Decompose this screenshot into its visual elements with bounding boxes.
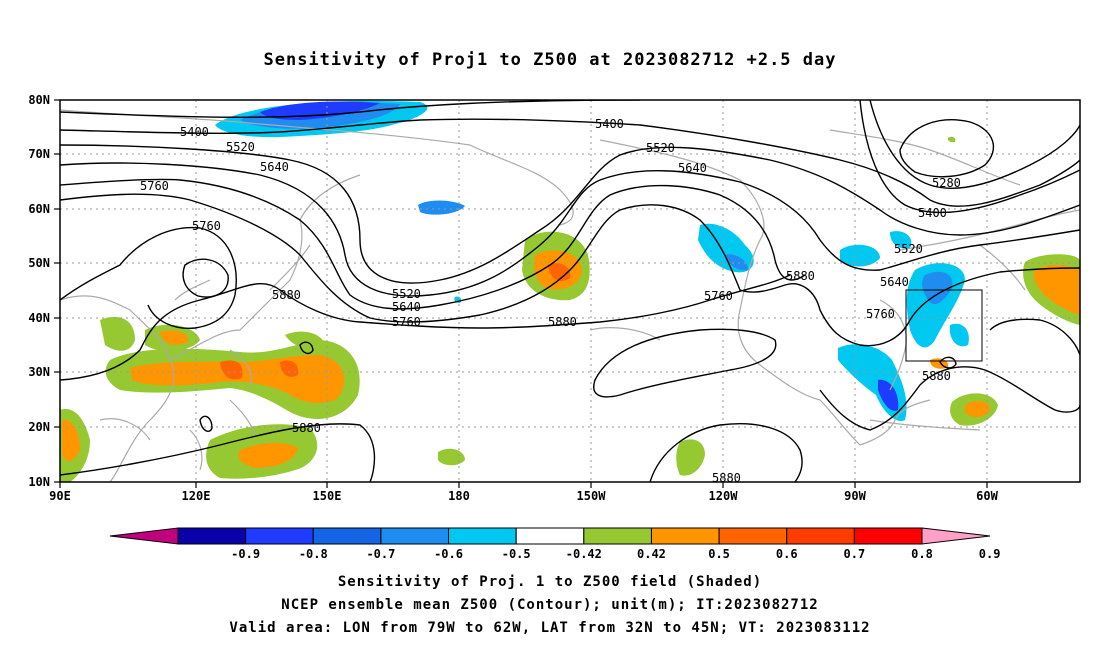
- lat-label: 70N: [28, 147, 50, 161]
- lon-label: 90W: [844, 489, 866, 503]
- plot-frame: [59, 99, 1081, 483]
- contour-label: 5640: [392, 300, 421, 314]
- contour-label: 5400: [918, 206, 947, 220]
- contour-label: 5880: [272, 288, 301, 302]
- z500-contours: [60, 100, 1080, 482]
- contour-label: 5760: [866, 307, 895, 321]
- contour-label: 5400: [595, 117, 624, 131]
- caption-line-1: Sensitivity of Proj. 1 to Z500 field (Sh…: [337, 574, 763, 590]
- lat-label: 40N: [28, 311, 50, 325]
- map-title: Sensitivity of Proj1 to Z500 at 20230827…: [263, 50, 837, 70]
- lon-label: 150E: [313, 489, 342, 503]
- contour-label: 5640: [260, 160, 289, 174]
- contour-label: 5880: [712, 471, 741, 485]
- contour-label: 5400: [180, 125, 209, 139]
- lat-label: 20N: [28, 420, 50, 434]
- lon-labels: 90E 120E 150E 180 150W 120W 90W 60W: [49, 489, 998, 503]
- contour-label: 5520: [646, 141, 675, 155]
- contour-label: 5280: [932, 176, 961, 190]
- lon-label: 150W: [577, 489, 607, 503]
- lat-label: 80N: [28, 93, 50, 107]
- contour-label: 5880: [548, 315, 577, 329]
- contour-label: 5760: [704, 289, 733, 303]
- contour-label: 5880: [786, 269, 815, 283]
- valid-area-box: [905, 289, 983, 362]
- contour-label: 5640: [880, 275, 909, 289]
- contour-label: 5880: [292, 421, 321, 435]
- sensitivity-map: 5400 5520 5640 5760 5760 5880 5400 5520 …: [28, 93, 1081, 503]
- lon-label: 120W: [709, 489, 739, 503]
- coastlines: [60, 109, 1080, 482]
- contour-label: 5760: [192, 219, 221, 233]
- contour-label: 5640: [678, 161, 707, 175]
- lon-label: 60W: [976, 489, 998, 503]
- lon-label: 180: [448, 489, 470, 503]
- lat-label: 50N: [28, 256, 50, 270]
- lat-label: 30N: [28, 365, 50, 379]
- caption-line-3: Valid area: LON from 79W to 62W, LAT fro…: [229, 620, 871, 636]
- contour-label: 5880: [922, 369, 951, 383]
- contour-label: 5760: [392, 315, 421, 329]
- contour-label: 5760: [140, 179, 169, 193]
- lon-axis: [59, 482, 988, 488]
- lat-label: 60N: [28, 202, 50, 216]
- contour-labels: 5400 5520 5640 5760 5760 5880 5400 5520 …: [140, 117, 961, 485]
- sensitivity-shading: [60, 100, 1080, 482]
- contour-label: 5520: [392, 287, 421, 301]
- lat-axis: [54, 99, 60, 483]
- contour-label: 5520: [894, 242, 923, 256]
- caption-line-2: NCEP ensemble mean Z500 (Contour); unit(…: [281, 597, 819, 613]
- lon-label: 90E: [49, 489, 71, 503]
- lon-label: 120E: [182, 489, 211, 503]
- lat-label: 10N: [28, 475, 50, 489]
- lat-labels: 80N 70N 60N 50N 40N 30N 20N 10N: [28, 93, 50, 489]
- contour-label: 5520: [226, 140, 255, 154]
